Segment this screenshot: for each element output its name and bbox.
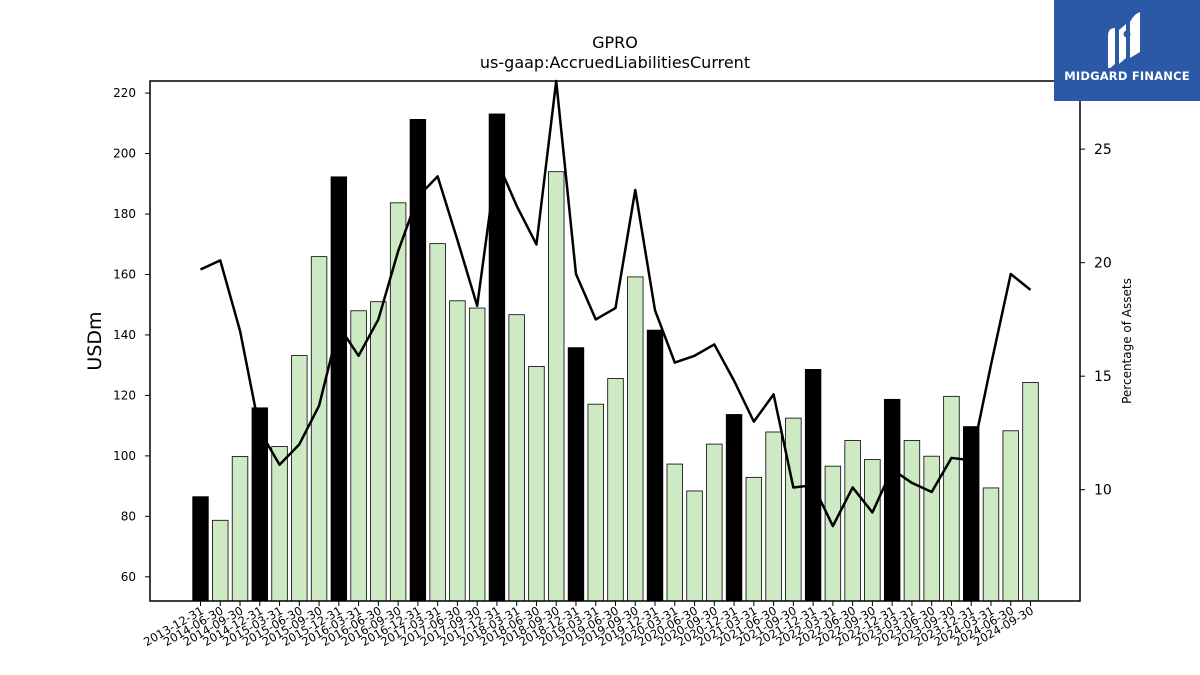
pct-assets-line (199, 79, 1032, 528)
bar-2022-12-31 (883, 398, 901, 602)
y-tick-label: 140 (113, 328, 136, 342)
y-tick-label: 100 (113, 449, 136, 463)
midgard-logo-icon (1108, 12, 1140, 68)
bar-2020-09-30 (706, 443, 723, 602)
chart-subtitle: us-gaap:AccruedLiabilitiesCurrent (480, 53, 750, 72)
bar-2017-03-31 (429, 243, 446, 602)
y-axis-label: USDm (84, 311, 106, 370)
bar-2016-09-30 (389, 202, 407, 602)
y2-tick-label: 15 (1094, 369, 1112, 385)
bar-2014-09-30 (231, 456, 249, 602)
bar-2017-12-31 (488, 113, 506, 602)
bar-2023-06-30 (923, 455, 940, 602)
y2-tick-label: 20 (1094, 256, 1112, 272)
bar-2018-09-30 (548, 171, 565, 602)
bar-2022-06-30 (844, 440, 861, 602)
bar-2019-06-30 (607, 378, 624, 602)
bar-series (192, 113, 1039, 602)
bar-2018-06-30 (528, 365, 545, 602)
bar-2023-09-30 (943, 395, 960, 602)
bar-2021-03-31 (745, 476, 763, 602)
bar-2019-12-31 (646, 329, 664, 602)
y-tick-label: 160 (113, 267, 136, 281)
x-axis-ticks: 2013-12-312014-06-302014-09-302014-12-31… (141, 601, 1036, 649)
bar-2022-03-31 (824, 465, 842, 602)
bar-2020-06-30 (686, 490, 703, 602)
y2-axis-label: Percentage of Assets (1120, 278, 1134, 404)
bar-2023-12-31 (963, 426, 980, 602)
bar-2013-12-31 (192, 496, 209, 602)
bar-2021-09-30 (785, 417, 802, 602)
y2-tick-label: 10 (1094, 483, 1112, 499)
bar-2022-09-30 (864, 459, 881, 602)
bar-2018-12-31 (567, 347, 585, 602)
bar-2020-12-31 (725, 414, 743, 602)
brand-logo: MIDGARD FINANCE (1054, 0, 1200, 101)
bar-2014-12-31 (251, 407, 268, 602)
y2-tick-label: 25 (1094, 142, 1112, 158)
y-axis-ticks: 60 80 100 120 140 160 180 200 220 (113, 86, 150, 584)
brand-name: MIDGARD FINANCE (1064, 69, 1190, 83)
line-series (199, 79, 1032, 528)
bar-2021-06-30 (765, 431, 782, 602)
y-tick-label: 60 (121, 570, 136, 584)
y-tick-label: 120 (113, 388, 136, 402)
bar-2024-06-30 (1002, 430, 1019, 602)
bar-2017-09-30 (468, 307, 486, 602)
plot-frame (149, 80, 1081, 602)
y2-axis-ticks: 10 15 20 25 (1080, 142, 1112, 499)
bar-2024-09-30 (1022, 382, 1039, 602)
bar-2020-03-31 (666, 463, 683, 602)
bar-2017-06-30 (449, 300, 466, 602)
bar-2014-06-30 (212, 519, 229, 602)
bar-2019-03-31 (587, 403, 604, 602)
bar-2015-03-31 (271, 446, 288, 602)
bar-2015-12-31 (330, 176, 348, 602)
y-tick-label: 80 (121, 509, 136, 523)
bar-2015-09-30 (310, 256, 328, 602)
y-tick-label: 200 (113, 147, 136, 161)
y-tick-label: 180 (113, 207, 136, 221)
bar-2015-06-30 (291, 355, 308, 602)
bar-2024-03-31 (982, 487, 1000, 602)
bar-2019-09-30 (627, 276, 644, 602)
chart-title: GPRO (592, 33, 638, 52)
bar-2016-06-30 (370, 301, 387, 602)
y-tick-label: 220 (113, 86, 136, 100)
bar-2023-03-31 (903, 440, 921, 602)
bar-2018-03-31 (508, 314, 525, 602)
